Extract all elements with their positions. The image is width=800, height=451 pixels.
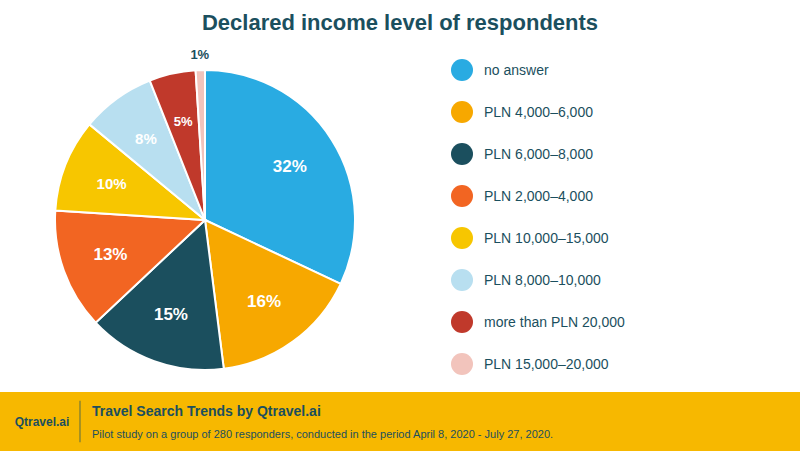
data-label: 13%	[93, 245, 127, 264]
legend-label: more than PLN 20,000	[484, 314, 625, 330]
footer-divider	[79, 401, 80, 442]
legend-item: no answer	[451, 59, 549, 81]
legend-item: PLN 2,000–4,000	[451, 185, 593, 207]
data-label: 16%	[247, 292, 281, 311]
legend-label: no answer	[484, 62, 549, 78]
footer-brand: Qtravel.ai	[15, 415, 70, 429]
pie-slice	[150, 70, 205, 220]
legend-item: PLN 4,000–6,000	[451, 101, 593, 123]
data-labels: 32% 16% 15% 13% 10% 8% 5% 1%	[93, 47, 306, 324]
footer-title: Travel Search Trends by Qtravel.ai	[92, 403, 321, 419]
data-label: 1%	[190, 47, 209, 62]
pie	[55, 70, 355, 370]
legend-item: PLN 15,000–20,000	[451, 353, 609, 375]
legend-swatch	[451, 227, 473, 249]
legend-swatch	[451, 59, 473, 81]
legend: no answer PLN 4,000–6,000 PLN 6,000–8,000 P…	[451, 59, 625, 375]
legend-swatch	[451, 353, 473, 375]
footer: Qtravel.ai Travel Search Trends by Qtrave…	[0, 392, 800, 451]
legend-swatch	[451, 185, 473, 207]
chart: Declared income level of respondents 32% 1…	[0, 0, 800, 451]
data-label: 32%	[273, 157, 307, 176]
legend-label: PLN 10,000–15,000	[484, 230, 609, 246]
legend-item: more than PLN 20,000	[451, 311, 625, 333]
footer-subtitle: Pilot study on a group of 280 responders…	[92, 428, 553, 440]
title: Declared income level of respondents	[202, 10, 598, 35]
legend-label: PLN 8,000–10,000	[484, 272, 601, 288]
data-label: 8%	[135, 130, 157, 147]
legend-label: PLN 6,000–8,000	[484, 146, 593, 162]
legend-label: PLN 4,000–6,000	[484, 104, 593, 120]
pie-slice	[205, 220, 341, 369]
legend-swatch	[451, 143, 473, 165]
legend-swatch	[451, 311, 473, 333]
legend-swatch	[451, 101, 473, 123]
legend-swatch	[451, 269, 473, 291]
data-label: 15%	[154, 305, 188, 324]
footer-bar	[0, 392, 800, 451]
legend-item: PLN 8,000–10,000	[451, 269, 601, 291]
legend-label: PLN 2,000–4,000	[484, 188, 593, 204]
data-label: 10%	[97, 175, 127, 192]
legend-label: PLN 15,000–20,000	[484, 356, 609, 372]
pie-slice	[196, 70, 205, 220]
data-label: 5%	[174, 114, 193, 129]
legend-item: PLN 10,000–15,000	[451, 227, 609, 249]
legend-item: PLN 6,000–8,000	[451, 143, 593, 165]
